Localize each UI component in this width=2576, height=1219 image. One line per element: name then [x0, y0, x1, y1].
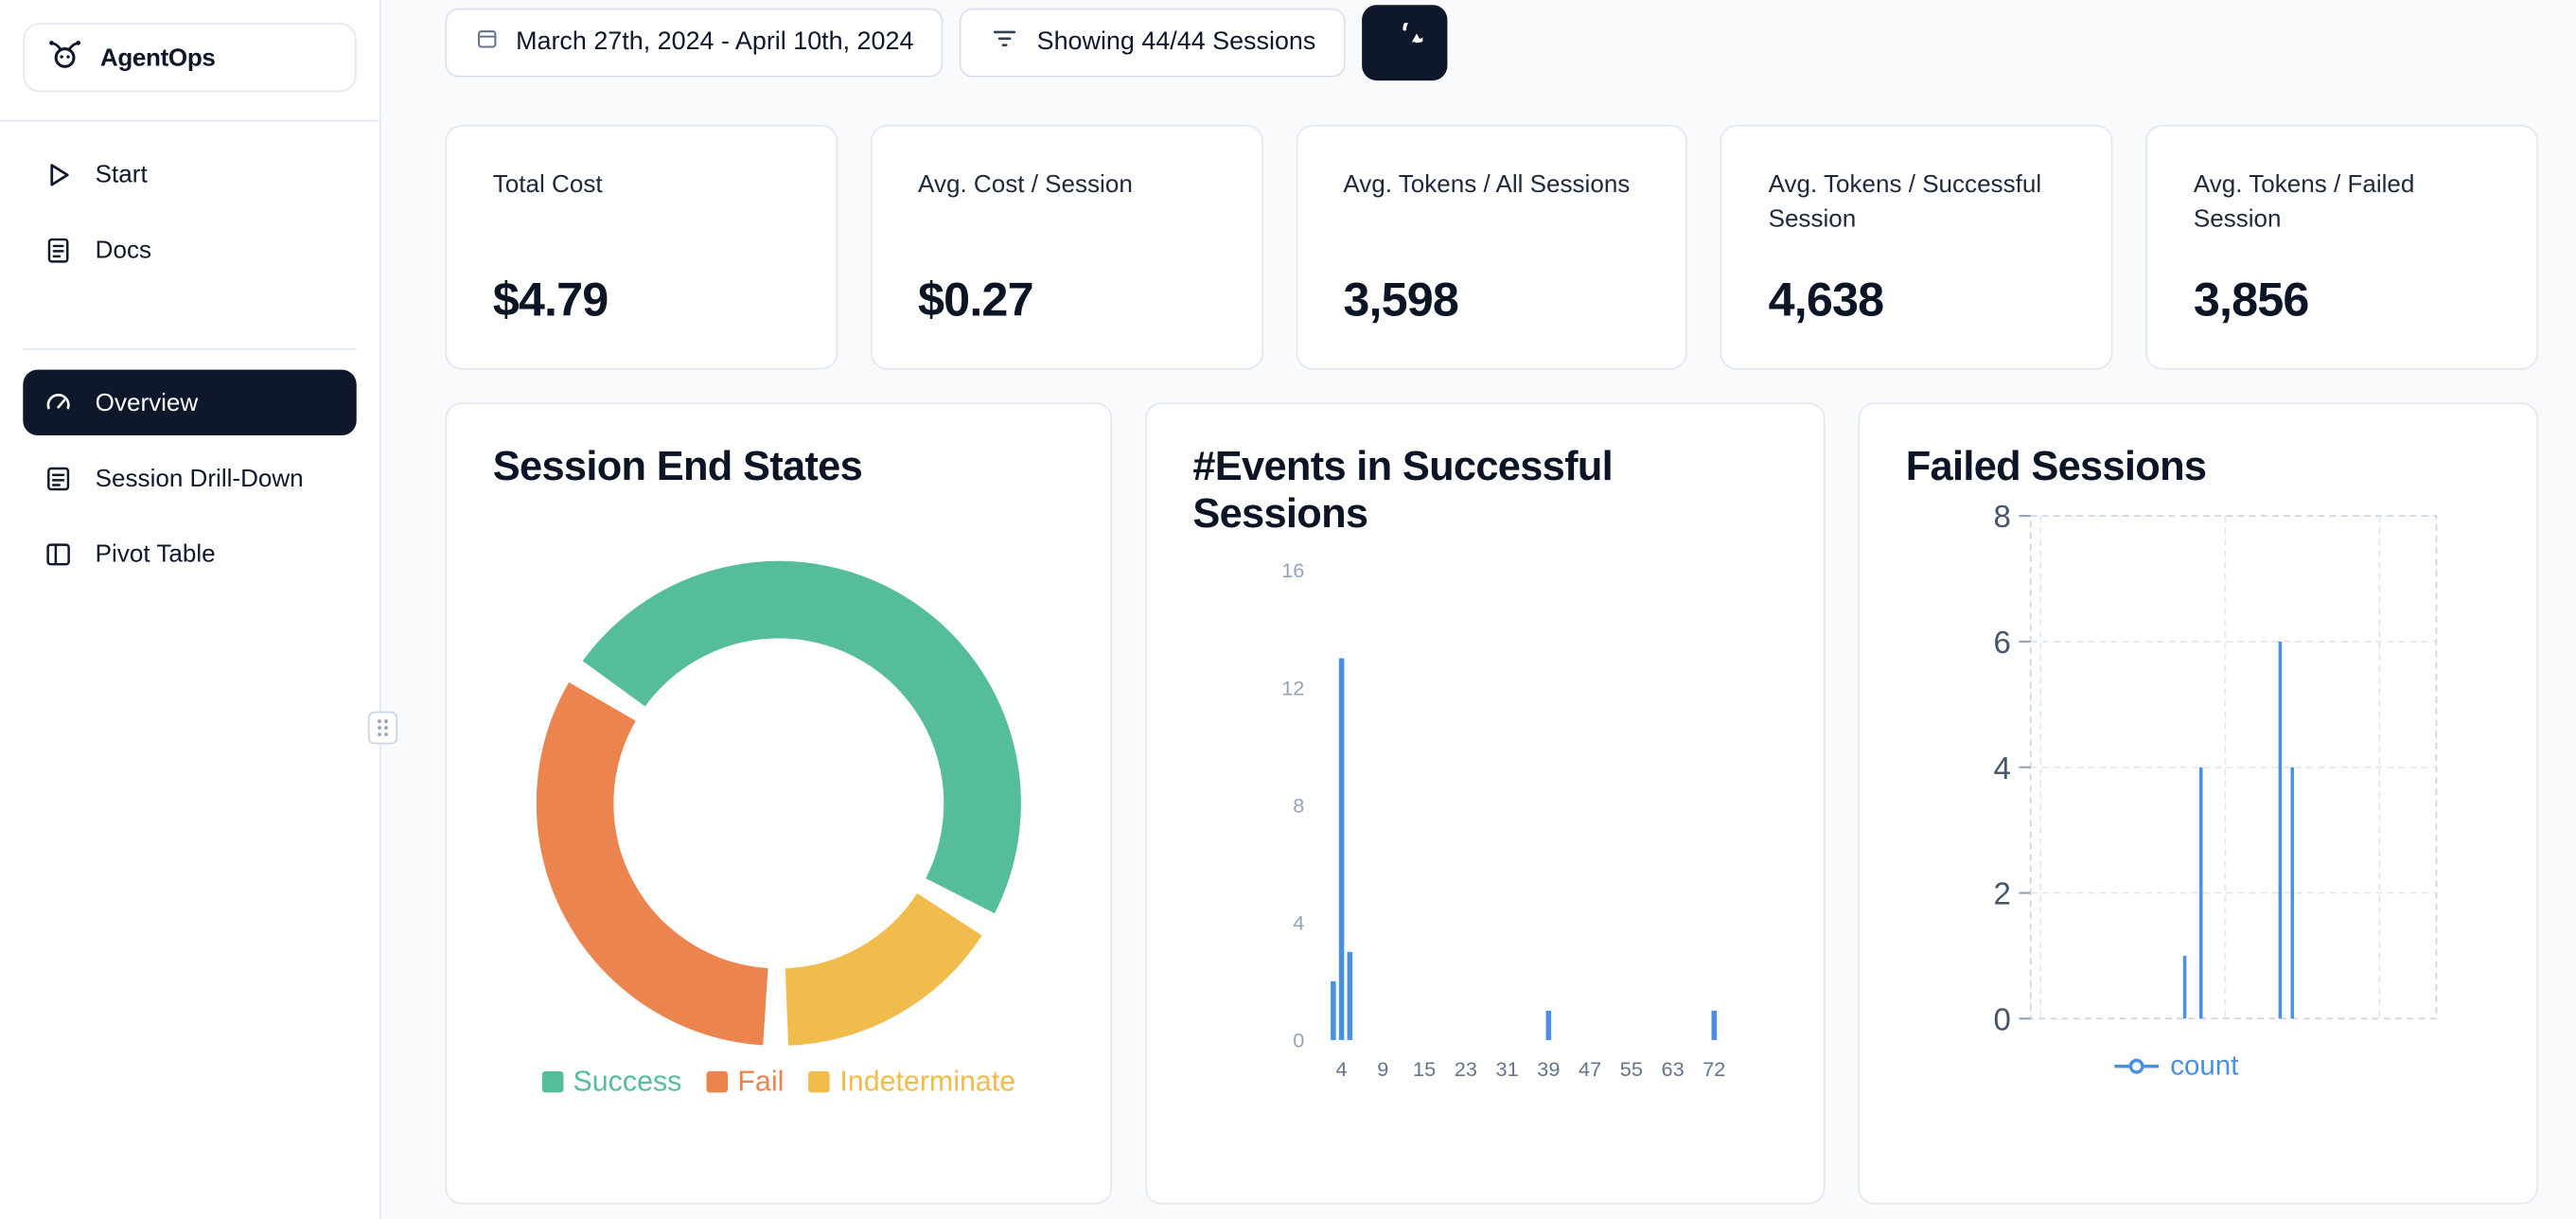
sidebar-item-label: Docs	[95, 236, 152, 264]
chart-title: Session End States	[492, 443, 863, 490]
play-icon	[43, 159, 74, 190]
stat-value: $4.79	[492, 274, 609, 327]
session-filter-label: Showing 44/44 Sessions	[1036, 27, 1316, 57]
sidebar-item-session-drill-down[interactable]: Session Drill-Down	[23, 445, 356, 510]
logo[interactable]: AgentOps	[23, 23, 357, 93]
docs-icon	[43, 234, 74, 265]
stat-card-avg-tokens-successful: Avg. Tokens / Successful Session 4,638	[1720, 124, 2113, 370]
donut-legend: Success Fail Indeterminate	[493, 1065, 1065, 1099]
legend-label: Indeterminate	[839, 1065, 1016, 1099]
legend-item-fail[interactable]: Fail	[706, 1065, 784, 1099]
stat-value: 4,638	[1768, 274, 1885, 327]
donut-chart[interactable]	[493, 557, 1065, 1051]
bar-chart[interactable]: 0 4 8 12 16 4 9 15 23 31 39 47 55 63 72	[1192, 546, 1777, 1097]
legend-label: Fail	[737, 1065, 785, 1099]
stat-card-avg-tokens-failed: Avg. Tokens / Failed Session 3,856	[2145, 124, 2539, 370]
donut-svg	[536, 561, 1021, 1047]
stat-label: Avg. Tokens / Failed Session	[2193, 170, 2415, 234]
events-successful-sessions-card: #Events in Successful Sessions 0 4 8 12 16 4 9…	[1144, 402, 1826, 1205]
stat-label: Avg. Tokens / Successful Session	[1768, 170, 2042, 234]
pivot-icon	[43, 539, 74, 570]
charts-row: Session End States Success Fail Indeterm…	[445, 402, 2539, 1205]
stat-label: Avg. Cost / Session	[918, 170, 1133, 200]
svg-text:12: 12	[1281, 675, 1304, 698]
sidebar-resize-handle[interactable]	[367, 711, 398, 745]
legend-label: count	[2170, 1050, 2239, 1082]
chart-title: #Events in Successful Sessions	[1192, 443, 1614, 539]
svg-text:2: 2	[1993, 876, 2010, 911]
legend-swatch-indeterminate	[808, 1071, 830, 1093]
stat-value: $0.27	[918, 274, 1034, 327]
svg-text:31: 31	[1496, 1056, 1519, 1080]
count-series-marker-icon	[2114, 1059, 2160, 1075]
sidebar-divider	[0, 119, 380, 122]
sidebar: AgentOps Start Docs	[0, 0, 381, 1219]
date-range-label: March 27th, 2024 - April 10th, 2024	[516, 27, 914, 57]
filter-icon	[989, 23, 1020, 62]
stat-card-total-cost: Total Cost $4.79	[445, 124, 838, 370]
bar-svg: 0 4 8 12 16 4 9 15 23 31 39 47 55 63 72	[1281, 557, 1725, 1080]
stat-label: Total Cost	[492, 170, 603, 200]
topbar: March 27th, 2024 - April 10th, 2024 Show…	[445, 3, 1448, 81]
date-range-button[interactable]: March 27th, 2024 - April 10th, 2024	[445, 8, 944, 78]
line-svg: 0 2 4 6 8	[1993, 500, 2438, 1037]
sidebar-item-docs[interactable]: Docs	[23, 217, 356, 282]
stat-value: 3,598	[1343, 274, 1459, 327]
svg-text:6: 6	[1993, 625, 2010, 660]
line-chart[interactable]: 0 2 4 6 8	[1906, 497, 2491, 1048]
legend-item-success[interactable]: Success	[541, 1065, 682, 1099]
svg-text:4: 4	[1336, 1056, 1348, 1080]
journal-icon	[43, 463, 74, 494]
svg-text:4: 4	[1993, 751, 2010, 786]
legend-label: Success	[573, 1065, 682, 1099]
svg-text:23: 23	[1455, 1056, 1477, 1080]
session-filter-button[interactable]: Showing 44/44 Sessions	[960, 8, 1346, 78]
sidebar-item-label: Session Drill-Down	[95, 464, 304, 492]
stat-card-avg-cost-session: Avg. Cost / Session $0.27	[870, 124, 1263, 370]
stat-value: 3,856	[2193, 274, 2310, 327]
calendar-icon	[475, 26, 500, 60]
svg-text:39: 39	[1537, 1056, 1560, 1080]
svg-text:47: 47	[1579, 1056, 1601, 1080]
svg-text:9: 9	[1377, 1056, 1388, 1080]
app-name: AgentOps	[99, 44, 216, 72]
line-chart-legend[interactable]: count	[2114, 1051, 2491, 1084]
svg-text:0: 0	[1293, 1028, 1304, 1051]
stat-label: Avg. Tokens / All Sessions	[1343, 170, 1631, 200]
svg-text:0: 0	[1993, 1002, 2010, 1037]
svg-text:55: 55	[1620, 1056, 1643, 1080]
sidebar-item-label: Start	[95, 160, 148, 188]
svg-text:16: 16	[1281, 557, 1304, 581]
svg-text:8: 8	[1993, 500, 2010, 535]
legend-swatch-success	[541, 1071, 564, 1093]
gauge-icon	[43, 387, 74, 418]
svg-text:63: 63	[1662, 1056, 1685, 1080]
sidebar-item-label: Pivot Table	[95, 539, 216, 568]
refresh-button[interactable]	[1361, 5, 1448, 81]
sidebar-item-pivot-table[interactable]: Pivot Table	[23, 521, 356, 586]
agentops-logo-icon	[44, 33, 85, 82]
failed-sessions-card: Failed Sessions 0 2 4 6 8 count	[1858, 402, 2539, 1205]
svg-text:15: 15	[1413, 1056, 1436, 1080]
stat-cards-row: Total Cost $4.79 Avg. Cost / Session $0.…	[445, 124, 2539, 370]
refresh-icon	[1386, 14, 1431, 62]
legend-item-indeterminate[interactable]: Indeterminate	[808, 1065, 1015, 1099]
legend-swatch-fail	[706, 1071, 728, 1093]
sidebar-nav-top: Start Docs Overview	[0, 121, 379, 586]
grip-dots-icon	[378, 719, 388, 736]
svg-text:4: 4	[1293, 910, 1304, 934]
session-end-states-card: Session End States Success Fail Indeterm…	[445, 402, 1113, 1205]
chart-title: Failed Sessions	[1905, 443, 2207, 490]
stat-card-avg-tokens-all: Avg. Tokens / All Sessions 3,598	[1295, 124, 1688, 370]
svg-text:8: 8	[1293, 793, 1304, 817]
sidebar-item-label: Overview	[95, 388, 199, 417]
sidebar-divider	[23, 348, 357, 350]
sidebar-item-start[interactable]: Start	[23, 141, 356, 206]
svg-text:72: 72	[1703, 1056, 1725, 1080]
sidebar-item-overview[interactable]: Overview	[23, 369, 357, 436]
